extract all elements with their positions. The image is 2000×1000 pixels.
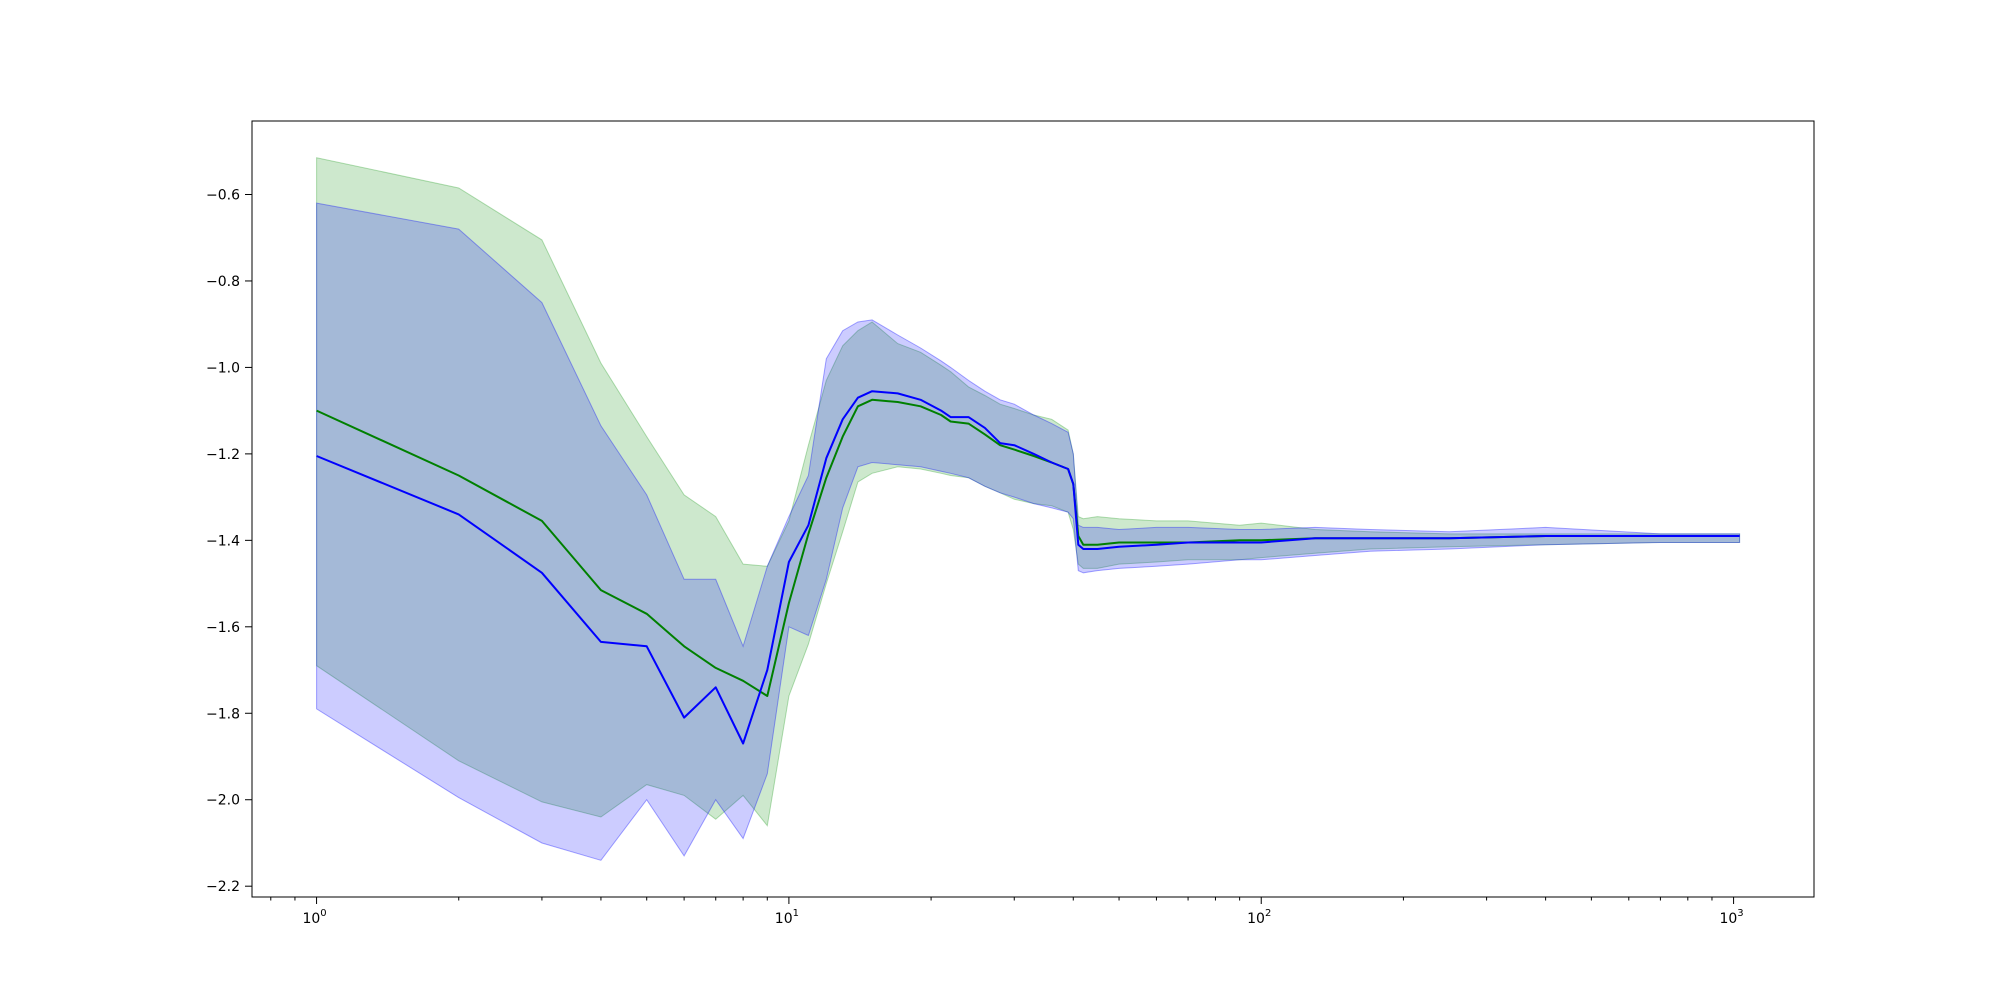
x-tick-label: 100: [302, 908, 326, 927]
series-lines: [316, 390, 1740, 745]
y-tick-label: −1.2: [206, 447, 240, 463]
x-tick-label: 103: [1719, 908, 1743, 927]
y-tick-label: −1.4: [206, 533, 240, 549]
series-2-line: [316, 390, 1740, 745]
y-tick-label: −1.0: [206, 360, 240, 376]
y-tick-label: −1.8: [206, 706, 240, 722]
y-tick-label: −0.8: [206, 274, 240, 290]
series-1-line: [316, 398, 1740, 697]
x-tick-label: 102: [1247, 908, 1271, 927]
y-tick-label: −0.6: [206, 187, 240, 203]
series-1-band: [316, 157, 1741, 827]
y-tick-label: −2.0: [206, 793, 240, 809]
plot-frame: [251, 120, 1815, 898]
y-axis: −0.6 −0.8 −1.0 −1.2 −1.4 −1.6 −1.8 −2.0 −2.2: [206, 187, 252, 895]
y-tick-label: −2.2: [206, 879, 240, 895]
x-tick-label: 101: [775, 908, 799, 927]
y-tick-label: −1.6: [206, 620, 240, 636]
x-axis: 100 101 102 103: [270, 897, 1744, 927]
